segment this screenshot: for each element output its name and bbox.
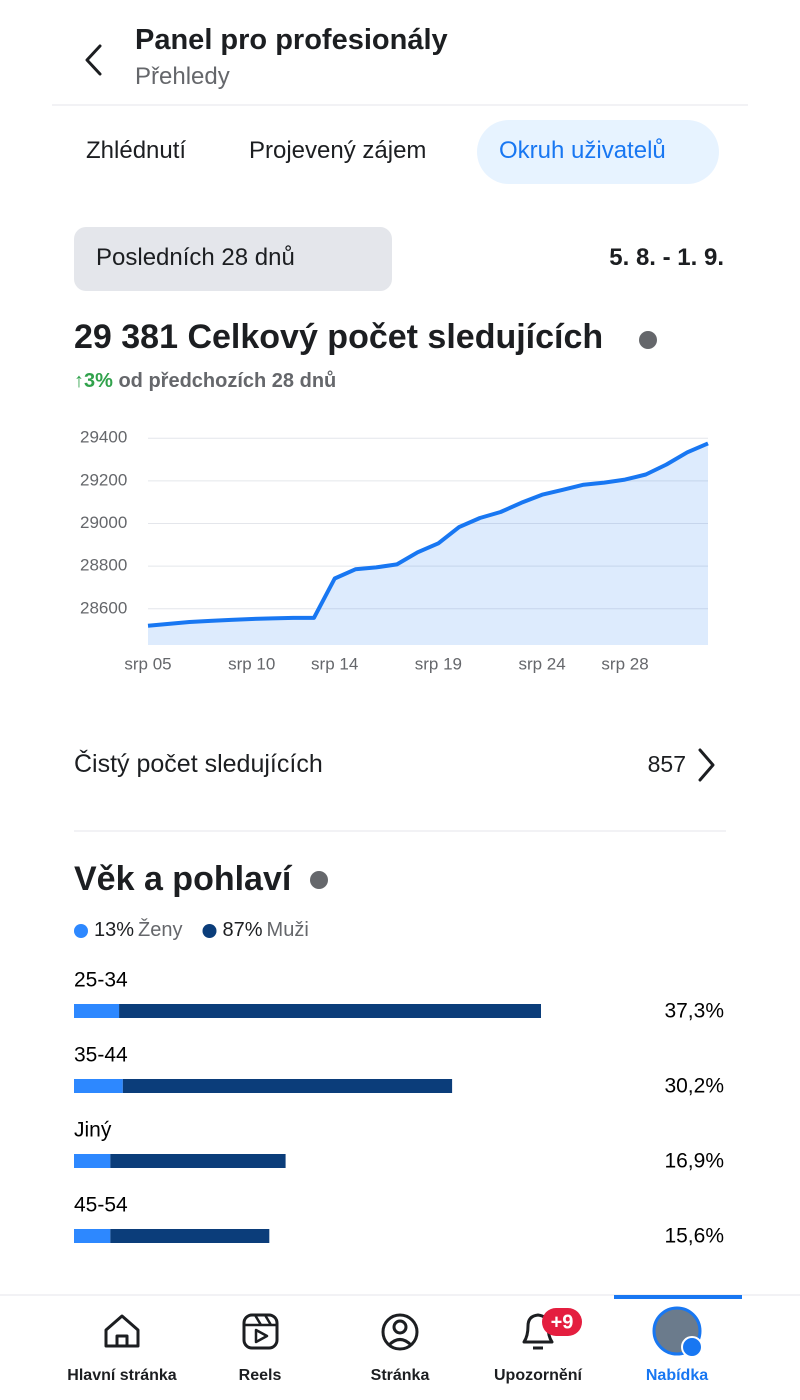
y-tick-label: 29200 [80,470,127,489]
tab[interactable]: Zhlédnutí [86,137,187,164]
followers-total: 29 381 [74,318,178,356]
y-tick-label: 29000 [80,513,127,532]
bar-segment [110,1229,270,1243]
net-followers-value: 857 [647,751,686,777]
tab[interactable]: Projevený zájem [249,137,427,164]
page-icon[interactable] [381,1313,419,1351]
followers-change-text: od předchozích 28 dnů [118,370,337,392]
tab[interactable]: Okruh uživatelů [499,137,666,164]
section-title: Věk a pohlaví [74,860,292,898]
period-label: Posledních 28 dnů [96,244,295,271]
header-title: Panel pro profesionály [135,24,448,56]
home-icon[interactable] [104,1314,140,1348]
x-tick-label: srp 05 [124,654,171,673]
followers-change: ↑3% [74,370,113,392]
badge-label: +9 [551,1311,574,1333]
net-followers-label: Čistý počet sledujících [74,750,323,778]
x-tick-label: srp 28 [601,654,648,673]
y-tick-label: 28800 [80,556,127,575]
total-label: 16,9% [664,1150,724,1173]
bar-segment [74,1229,111,1243]
category-label: 45-54 [74,1194,128,1217]
legend-dot [202,924,217,938]
reels-icon[interactable] [242,1313,279,1350]
bar-segment [74,1154,111,1168]
info-icon[interactable] [639,331,657,349]
nav-label[interactable]: Upozornění [494,1367,582,1384]
total-label: 15,6% [664,1225,724,1248]
header-subtitle: Přehledy [135,63,230,90]
x-tick-label: srp 10 [228,654,275,673]
followers-title: Celkový počet sledujících [187,318,604,356]
bar-segment [74,1004,120,1018]
bar-segment [74,1079,123,1093]
nav-label[interactable]: Nabídka [645,1367,709,1384]
bar-segment [110,1154,286,1168]
category-label: 25-34 [74,969,128,992]
page-icon-detail [387,1338,413,1347]
followers-heading: 29 381 Celkový počet sledujících [74,318,603,357]
nav-label[interactable]: Hlavní stránka [67,1367,177,1384]
total-label: 30,2% [664,1075,724,1098]
menu-badge [681,1336,703,1358]
reels-icon-detail [244,1314,277,1344]
x-tick-label: srp 24 [518,654,565,673]
legend-dot [74,924,88,938]
bar-segment [119,1004,541,1018]
followers-change-line: ↑3% od předchozích 28 dnů [74,370,336,393]
tab-active-bg [477,120,719,184]
total-label: 37,3% [664,1000,724,1023]
legend-share: 87% [222,919,263,941]
legend-label: Muži [266,919,309,941]
y-tick-label: 29400 [80,428,127,447]
nav-label[interactable]: Reels [238,1367,282,1384]
chevron[interactable] [698,748,715,782]
x-tick-label: srp 14 [311,654,358,673]
x-tick-label: srp 19 [415,654,462,673]
back-icon[interactable] [85,44,102,76]
legend-share: 13% [94,919,135,941]
nav-label[interactable]: Stránka [370,1367,430,1384]
period-range: 5. 8. - 1. 9. [609,244,724,271]
legend-label: Ženy [138,919,183,941]
badge [542,1308,582,1336]
y-tick-label: 28600 [80,598,127,617]
category-label: 35-44 [74,1044,128,1067]
area [148,443,708,645]
category-label: Jiný [74,1119,112,1142]
info-icon[interactable] [310,871,328,889]
period-button[interactable] [74,227,392,291]
page-icon-detail [392,1319,408,1335]
bar-segment [122,1079,453,1093]
line [147,441,709,628]
